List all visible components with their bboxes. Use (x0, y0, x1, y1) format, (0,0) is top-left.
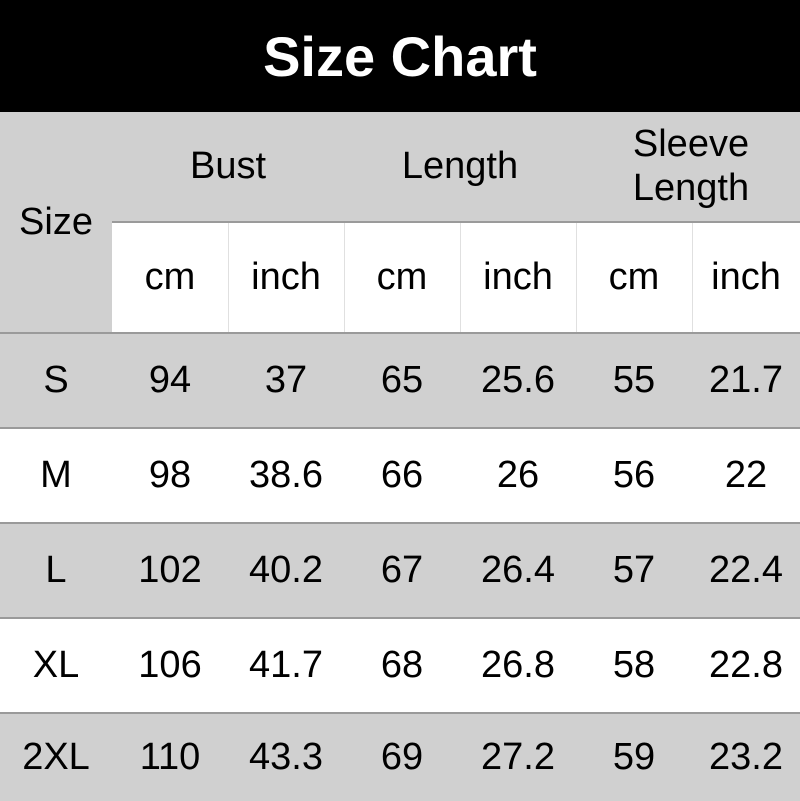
divider (460, 223, 461, 333)
value-cell: 26.4 (460, 524, 576, 618)
value-cell: 69 (344, 714, 460, 801)
divider (0, 332, 800, 334)
unit-header: inch (228, 223, 344, 333)
value-cell: 57 (576, 524, 692, 618)
unit-header: inch (692, 223, 800, 333)
divider (0, 522, 800, 524)
divider (576, 223, 577, 333)
value-cell: 67 (344, 524, 460, 618)
header-length: Length (344, 112, 576, 222)
divider (0, 712, 800, 714)
value-cell: 98 (112, 429, 228, 523)
divider (228, 223, 229, 333)
value-cell: 106 (112, 619, 228, 713)
value-cell: 26 (460, 429, 576, 523)
value-cell: 41.7 (228, 619, 344, 713)
value-cell: 22 (692, 429, 800, 523)
unit-header: inch (460, 223, 576, 333)
size-cell: S (0, 334, 112, 428)
size-cell: XL (0, 619, 112, 713)
value-cell: 65 (344, 334, 460, 428)
value-cell: 66 (344, 429, 460, 523)
value-cell: 58 (576, 619, 692, 713)
divider (0, 427, 800, 429)
divider (0, 617, 800, 619)
header-bust: Bust (112, 112, 344, 222)
value-cell: 22.8 (692, 619, 800, 713)
value-cell: 26.8 (460, 619, 576, 713)
divider (112, 221, 800, 223)
size-cell: L (0, 524, 112, 618)
divider (692, 223, 693, 333)
value-cell: 38.6 (228, 429, 344, 523)
value-cell: 37 (228, 334, 344, 428)
value-cell: 56 (576, 429, 692, 523)
value-cell: 68 (344, 619, 460, 713)
value-cell: 23.2 (692, 714, 800, 801)
unit-header: cm (344, 223, 460, 333)
value-cell: 59 (576, 714, 692, 801)
header-size: Size (0, 112, 112, 333)
divider (344, 223, 345, 333)
value-cell: 40.2 (228, 524, 344, 618)
value-cell: 102 (112, 524, 228, 618)
unit-header: cm (112, 223, 228, 333)
value-cell: 55 (576, 334, 692, 428)
value-cell: 110 (112, 714, 228, 801)
value-cell: 27.2 (460, 714, 576, 801)
value-cell: 21.7 (692, 334, 800, 428)
size-cell: M (0, 429, 112, 523)
chart-title: Size Chart (0, 0, 800, 112)
value-cell: 25.6 (460, 334, 576, 428)
header-sleeve-length: Sleeve Length (576, 112, 800, 222)
value-cell: 22.4 (692, 524, 800, 618)
unit-header: cm (576, 223, 692, 333)
size-cell: 2XL (0, 714, 112, 801)
value-cell: 43.3 (228, 714, 344, 801)
value-cell: 94 (112, 334, 228, 428)
